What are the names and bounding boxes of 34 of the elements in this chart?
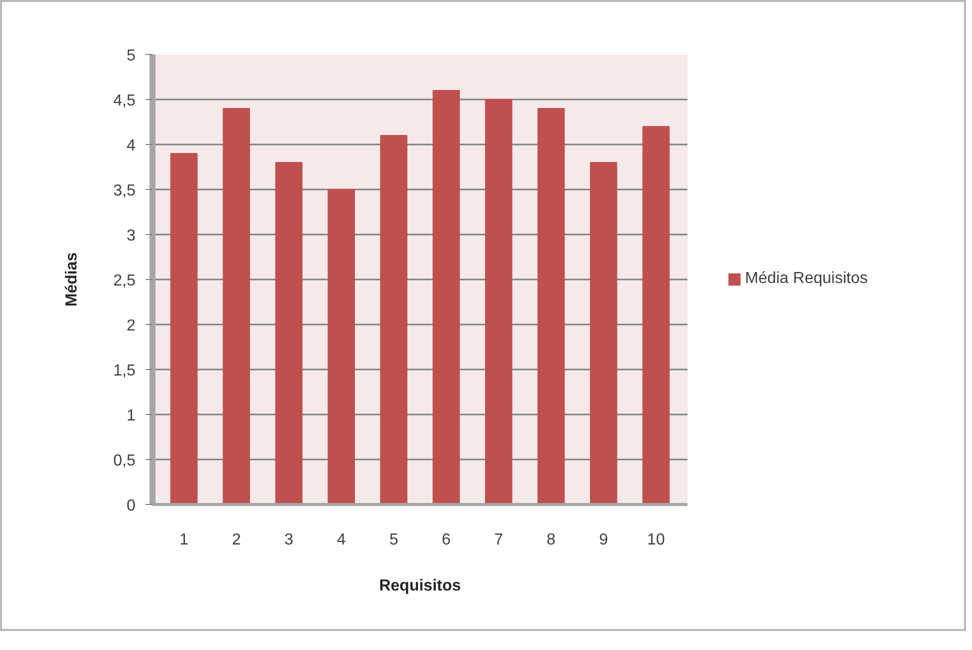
bar bbox=[642, 126, 670, 504]
bar bbox=[485, 99, 512, 504]
bar bbox=[328, 189, 355, 504]
y-tick-label: 1 bbox=[126, 408, 136, 424]
y-tick-label: 4 bbox=[126, 138, 136, 154]
y-tick-label: 5 bbox=[126, 48, 136, 64]
y-tick-label: 2,5 bbox=[113, 272, 136, 290]
bar bbox=[275, 162, 302, 504]
bar bbox=[590, 162, 618, 504]
x-tick-label: 5 bbox=[389, 532, 398, 548]
y-tick-label: 1,5 bbox=[113, 362, 136, 380]
x-tick-label: 7 bbox=[494, 532, 504, 548]
bar bbox=[538, 108, 565, 504]
y-tick-label: 3,5 bbox=[113, 182, 136, 200]
y-tick-label: 3 bbox=[126, 228, 136, 244]
bar bbox=[170, 153, 198, 504]
x-tick-label: 8 bbox=[546, 532, 556, 548]
x-tick-label: 3 bbox=[284, 532, 294, 548]
y-tick-label: 4,5 bbox=[113, 92, 136, 110]
legend-label: Média Requisitos bbox=[745, 270, 868, 288]
x-tick-label: 1 bbox=[180, 532, 189, 548]
y-tick-label: 0 bbox=[126, 498, 136, 514]
y-tick-label: 0,5 bbox=[113, 452, 136, 470]
bar bbox=[432, 90, 460, 504]
bar bbox=[222, 108, 250, 504]
bar bbox=[380, 135, 408, 504]
x-tick-label: 2 bbox=[232, 532, 241, 548]
y-tick-label: 2 bbox=[126, 318, 136, 334]
x-axis-title: Requisitos bbox=[379, 578, 461, 594]
x-tick-label: 6 bbox=[442, 532, 451, 548]
x-tick-label: 9 bbox=[599, 532, 608, 548]
x-tick-label: 10 bbox=[647, 532, 666, 548]
x-tick-label: 4 bbox=[336, 532, 346, 548]
y-axis-title: Médias bbox=[63, 252, 80, 307]
